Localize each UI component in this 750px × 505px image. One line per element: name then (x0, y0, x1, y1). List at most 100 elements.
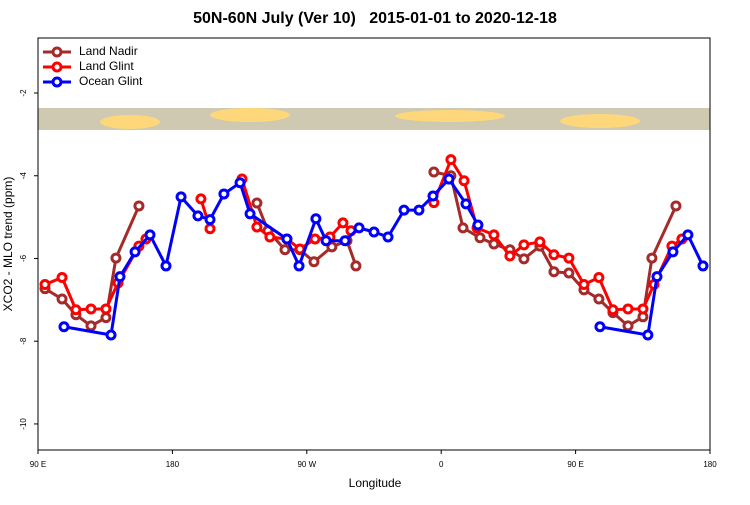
point (353, 222, 365, 234)
x-axis-label: Longitude (349, 476, 402, 490)
point (445, 154, 457, 166)
x-tick-label: 0 (439, 460, 444, 469)
point (642, 329, 654, 341)
point (100, 312, 112, 324)
point (518, 239, 530, 251)
x-tick-label: 180 (703, 460, 717, 469)
point (518, 253, 530, 265)
point (368, 226, 380, 238)
point (548, 266, 560, 278)
point (398, 204, 410, 216)
point (651, 271, 663, 283)
point (594, 321, 606, 333)
y-axis-label: XCO2 - MLO trend (ppm) (1, 177, 15, 312)
point (192, 210, 204, 222)
point (682, 229, 694, 241)
point (56, 272, 68, 284)
point (670, 200, 682, 212)
point (251, 221, 263, 233)
x-tick-label: 90 W (297, 460, 316, 469)
point (195, 193, 207, 205)
plot-frame (37, 37, 711, 451)
legend-marker (51, 61, 63, 73)
point (427, 190, 439, 202)
point (593, 272, 605, 284)
series-line (63, 177, 705, 337)
point (337, 217, 349, 229)
point (100, 303, 112, 315)
point (58, 321, 70, 333)
point (244, 208, 256, 220)
point (218, 188, 230, 200)
point (105, 329, 117, 341)
point (308, 256, 320, 268)
point (326, 241, 338, 253)
point (204, 223, 216, 235)
point (534, 236, 546, 248)
point (548, 249, 560, 261)
point (458, 175, 470, 187)
point (310, 213, 322, 225)
legend-marker (51, 46, 63, 58)
point (607, 304, 619, 316)
point (85, 320, 97, 332)
point (70, 304, 82, 316)
point (622, 303, 634, 315)
chart-title: 50N-60N July (Ver 10) 2015-01-01 to 2020… (193, 10, 557, 27)
point (264, 231, 276, 243)
point (204, 214, 216, 226)
point (578, 279, 590, 291)
y-tick-label: -4 (19, 172, 28, 180)
point (309, 233, 321, 245)
y-tick-label: -10 (19, 418, 28, 430)
legend-label: Ocean Glint (79, 74, 143, 88)
point (457, 222, 469, 234)
x-tick-label: 90 E (30, 460, 46, 469)
point (460, 198, 472, 210)
point (350, 260, 362, 272)
point (472, 219, 484, 231)
point (85, 303, 97, 315)
point (234, 177, 246, 189)
point (160, 260, 172, 272)
point (110, 252, 122, 264)
point (488, 229, 500, 241)
y-tick-label: -2 (19, 89, 28, 97)
point (133, 200, 145, 212)
point (279, 244, 291, 256)
point (646, 252, 658, 264)
point (39, 279, 51, 291)
point (382, 231, 394, 243)
point (504, 250, 516, 262)
y-tick-label: -8 (19, 337, 28, 345)
y-tick-label: -6 (19, 254, 28, 262)
point (339, 235, 351, 247)
point (563, 267, 575, 279)
legend-label: Land Nadir (79, 44, 138, 58)
series-line (44, 158, 683, 312)
x-tick-label: 180 (166, 460, 180, 469)
point (251, 197, 263, 209)
point (593, 293, 605, 305)
point (281, 233, 293, 245)
point (144, 229, 156, 241)
point (293, 260, 305, 272)
point (56, 293, 68, 305)
point (488, 238, 500, 250)
point (175, 191, 187, 203)
point (428, 166, 440, 178)
point (320, 235, 332, 247)
point (563, 252, 575, 264)
point (474, 232, 486, 244)
legend-marker (51, 76, 63, 88)
point (129, 246, 141, 258)
map-strip (38, 108, 710, 130)
x-tick-label: 90 E (567, 460, 583, 469)
legend-label: Land Glint (79, 59, 134, 73)
point (413, 204, 425, 216)
point (667, 246, 679, 258)
point (622, 320, 634, 332)
point (637, 303, 649, 315)
point (114, 271, 126, 283)
